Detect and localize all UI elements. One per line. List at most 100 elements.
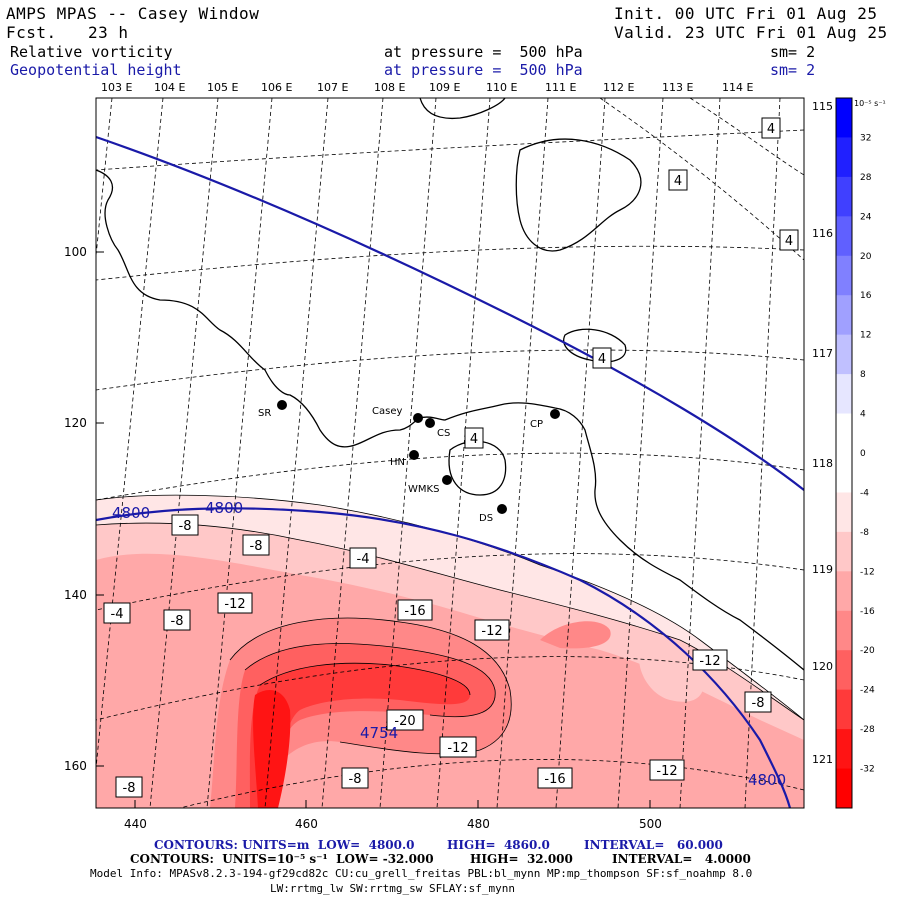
colorbar-swatch	[836, 689, 852, 730]
svg-text:-12: -12	[656, 764, 677, 779]
contour-label: -20	[386, 709, 424, 731]
colorbar-tick-label: 0	[860, 449, 866, 459]
colorbar-swatch	[836, 453, 852, 493]
height-contour-interval: INTERVAL= 60.000	[584, 838, 723, 852]
svg-text:-12: -12	[699, 654, 720, 669]
coastline	[96, 98, 804, 671]
field2-smoothing: sm= 2	[770, 61, 816, 79]
contour-label: -16	[397, 599, 433, 621]
field1-pressure: at pressure = 500 hPa	[384, 43, 583, 61]
svg-text:-12: -12	[224, 597, 245, 612]
svg-text:-8: -8	[752, 696, 765, 711]
contour-label: -8	[341, 767, 369, 789]
contour-label: -8	[242, 534, 270, 556]
x-tick-label: 500	[639, 817, 662, 831]
svg-text:113 E: 113 E	[662, 81, 693, 94]
station-label: CP	[530, 419, 543, 430]
svg-text:-16: -16	[404, 604, 425, 619]
svg-text:-20: -20	[394, 714, 415, 729]
contour-label: 4	[464, 427, 484, 449]
model-info-physics: LW:rrtmg_lw SW:rrtmg_sw SFLAY:sf_mynn	[270, 882, 516, 895]
contour-label: -4	[103, 602, 131, 624]
colorbar-swatch	[836, 374, 852, 415]
y-tick-label: 100	[64, 245, 87, 259]
vorticity-contour-info: CONTOURS: UNITS=10⁻⁵ s⁻¹ LOW= -32.000	[130, 852, 434, 866]
vorticity-contour-high: HIGH= 32.000	[470, 852, 573, 866]
contour-label: -12	[217, 592, 253, 614]
x-tick-label: 440	[124, 817, 147, 831]
height-contours	[96, 135, 804, 808]
colorbar-swatch	[836, 531, 852, 572]
colorbar-swatch	[836, 295, 852, 336]
station-casey-marker	[413, 413, 423, 423]
station-label: SR	[258, 408, 271, 419]
colorbar-tick-label: -4	[860, 488, 869, 498]
vorticity-labels: 4 4 4 4 4 -8 -8 -4 -4 -8 -12 -16 -12 -12…	[103, 117, 799, 798]
colorbar-unit: 10⁻⁵ s⁻¹	[854, 99, 886, 108]
svg-text:110 E: 110 E	[486, 81, 517, 94]
height-label: 4754	[360, 724, 398, 742]
colorbar-swatch	[836, 98, 852, 138]
colorbar-tick-label: 28	[860, 173, 872, 183]
svg-text:106 E: 106 E	[261, 81, 292, 94]
colorbar-swatch	[836, 768, 852, 809]
contour-label: 4	[779, 229, 799, 251]
station-label: CS	[437, 428, 450, 439]
contour-label: -12	[439, 736, 477, 758]
colorbar-tick-label: 20	[860, 252, 872, 262]
contour-label: -4	[349, 547, 377, 569]
axis-tick-labels: 440 460 480 500 100 120 140 160	[64, 245, 662, 831]
station-label: HN	[390, 457, 405, 468]
svg-text:-8: -8	[179, 519, 192, 534]
station-wmks-marker	[442, 475, 452, 485]
field2-pressure: at pressure = 500 hPa	[384, 61, 583, 79]
contour-label: 4	[668, 169, 688, 191]
svg-text:114 E: 114 E	[722, 81, 753, 94]
station-label: Casey	[372, 406, 402, 417]
colorbar-swatch	[836, 571, 852, 612]
height-labels: 4800 4800 4754 4800	[112, 499, 786, 789]
colorbar-tick-label: -12	[860, 567, 875, 577]
svg-text:107 E: 107 E	[317, 81, 348, 94]
svg-text:4: 4	[767, 122, 775, 137]
station-cp-marker	[550, 409, 560, 419]
colorbar-tick-label: 4	[860, 410, 866, 420]
colorbar-swatch	[836, 255, 852, 296]
svg-text:4: 4	[785, 234, 793, 249]
station-label: WMKS	[408, 484, 439, 495]
field1-smoothing: sm= 2	[770, 43, 816, 61]
contour-label: -12	[692, 649, 728, 671]
y-tick-label: 140	[64, 588, 87, 602]
x-tick-label: 480	[467, 817, 490, 831]
colorbar-swatch	[836, 610, 852, 651]
colorbar-swatch	[836, 413, 852, 454]
contour-label: -8	[163, 609, 191, 631]
y-tick-label: 160	[64, 759, 87, 773]
colorbar-tick-label: -20	[860, 646, 875, 656]
top-longitude-labels: 103 E 104 E 105 E 106 E 107 E 108 E 109 …	[101, 81, 753, 94]
colorbar-tick-label: -16	[860, 607, 875, 617]
colorbar-tick-label: 24	[860, 212, 872, 222]
station-hn-marker	[409, 450, 419, 460]
plot-frame	[95, 97, 805, 809]
station-ds-marker	[497, 504, 507, 514]
svg-text:103 E: 103 E	[101, 81, 132, 94]
svg-text:-12: -12	[481, 624, 502, 639]
svg-text:-8: -8	[349, 772, 362, 787]
field2-name: Geopotential height	[10, 61, 182, 79]
contour-label: -12	[474, 619, 510, 641]
svg-text:-8: -8	[171, 614, 184, 629]
station-sr-marker	[277, 400, 287, 410]
colorbar-tick-label: 8	[860, 370, 866, 380]
height-label: 4800	[205, 499, 243, 517]
contour-label: -16	[537, 767, 573, 789]
svg-text:-4: -4	[111, 607, 124, 622]
plot-title: AMPS MPAS -- Casey Window	[6, 4, 260, 23]
forecast-label: Fcst.	[6, 23, 57, 42]
svg-text:108 E: 108 E	[374, 81, 405, 94]
svg-text:109 E: 109 E	[429, 81, 460, 94]
svg-text:4: 4	[470, 432, 478, 447]
height-contour-high: HIGH= 4860.0	[447, 838, 550, 852]
station-markers	[277, 400, 560, 514]
